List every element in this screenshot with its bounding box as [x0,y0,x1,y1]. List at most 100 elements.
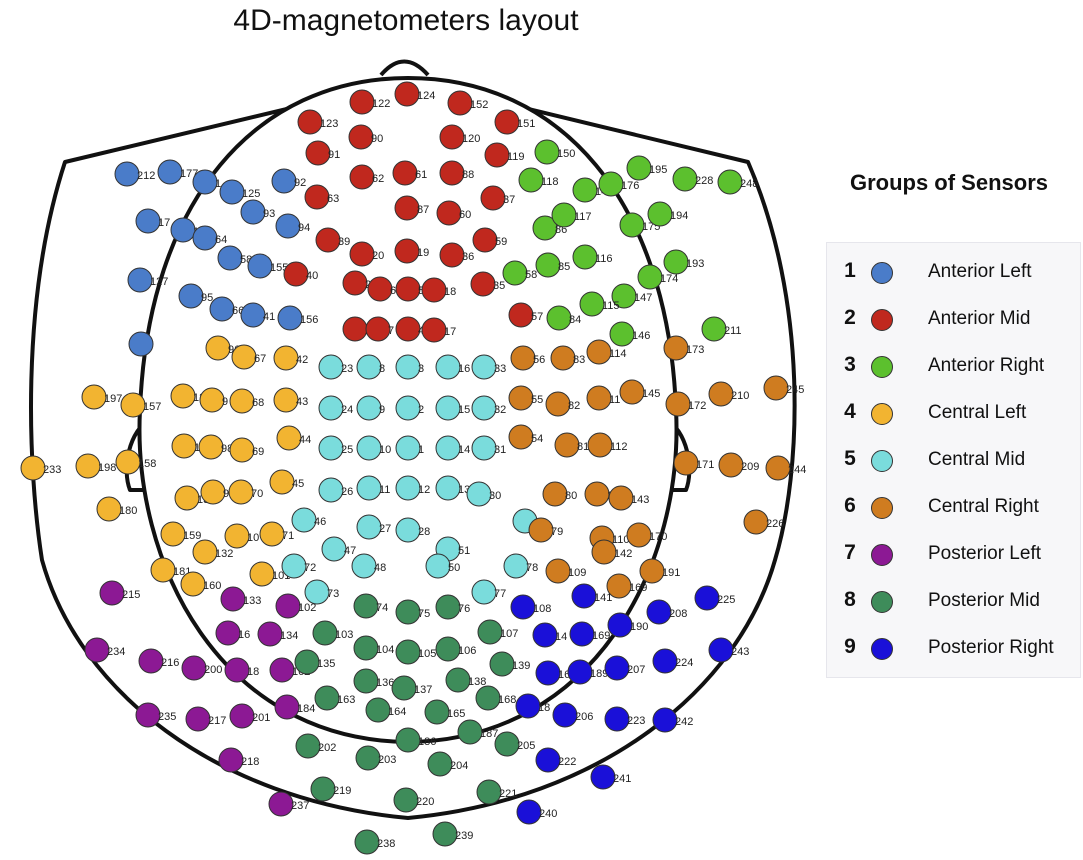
sensor-label: 211 [724,325,742,337]
sensor-label: 27 [379,523,391,535]
sensor-label: 28 [418,526,430,538]
sensor-dot [20,455,46,481]
sensor-label: 84 [569,314,581,326]
sensor-label: 64 [215,234,227,246]
sensor-dot [545,558,571,584]
sensor-label: 186 [418,736,436,748]
sensor-label: 197 [104,393,122,405]
sensor-dot [494,109,520,135]
sensor-dot [554,432,580,458]
sensor-label: 146 [632,330,650,342]
sensor-label: 160 [203,580,221,592]
sensor-dot [392,160,418,186]
sensor-dot [551,202,577,228]
sensor-dot [394,195,420,221]
legend-swatch [871,403,893,425]
sensor-label: 115 [602,300,620,312]
legend-item: 3 Anterior Right [827,347,1082,387]
sensor-dot [535,660,561,686]
sensor-dot [484,142,510,168]
sensor-dot [185,706,211,732]
legend-label: Central Mid [928,449,1026,470]
sensor-dot [435,636,461,662]
sensor-dot [395,639,421,665]
sensor-label: 16 [458,363,470,375]
sensor-label: 17 [444,326,456,338]
sensor-dot [269,657,295,683]
sensor-dot [466,481,492,507]
sensor-dot [694,585,720,611]
sensor-dot [535,252,561,278]
sensor-dot [170,217,196,243]
sensor-label: 55 [531,394,543,406]
sensor-label: 172 [688,400,706,412]
sensor-label: 81 [577,441,589,453]
sensor-label: 17 [158,217,170,229]
sensor-label: 215 [122,589,140,601]
sensor-dot [297,109,323,135]
sensor-label: 187 [480,728,498,740]
sensor-label: 59 [495,236,507,248]
sensor-label: 125 [242,188,260,200]
sensor-label: 243 [731,646,749,658]
sensor-label: 54 [531,433,543,445]
sensor-label: 1 [418,444,424,456]
sensor-dot [718,452,744,478]
sensor-label: 241 [613,773,631,785]
legend-label: Posterior Mid [928,590,1040,611]
sensor-dot [503,553,529,579]
sensor-label: 107 [500,628,518,640]
sensor-label: 2 [418,404,424,416]
sensor-dot [75,453,101,479]
sensor-label: 118 [541,176,559,188]
sensor-dot [276,425,302,451]
legend-number: 3 [844,353,856,376]
sensor-dot [542,481,568,507]
sensor-label: 135 [317,658,335,670]
sensor-dot [471,354,497,380]
legend-label: Anterior Right [928,355,1045,376]
legend-item: 5 Central Mid [827,441,1082,481]
sensor-dot [447,90,473,116]
sensor-dot [215,620,241,646]
sensor-label: 93 [263,208,275,220]
sensor-dot [480,185,506,211]
sensor-dot [180,571,206,597]
sensor-label: 224 [675,657,693,669]
sensor-dot [619,212,645,238]
sensor-dot [516,799,542,825]
sensor-label: 73 [327,588,339,600]
sensor-dot [532,622,558,648]
legend-item: 2 Anterior Mid [827,300,1082,340]
sensor-dot [572,244,598,270]
sensor-dot [590,764,616,790]
sensor-label: 78 [526,562,538,574]
sensor-dot [305,140,331,166]
sensor-dot [534,139,560,165]
legend-label: Posterior Left [928,543,1041,564]
sensor-label: 150 [557,148,575,160]
sensor-label: 18 [444,286,456,298]
sensor-label: 61 [415,169,427,181]
sensor-label: 133 [243,595,261,607]
sensor-label: 18 [538,702,550,714]
sensor-dot [436,200,462,226]
legend-number: 4 [844,400,856,423]
legend-item: 6 Central Right [827,488,1082,528]
sensor-dot [349,89,375,115]
sensor-dot [607,612,633,638]
sensor-label: 12 [418,484,430,496]
sensor-label: 242 [675,716,693,728]
sensor-label: 221 [499,788,517,800]
sensor-label: 24 [341,404,353,416]
sensor-label: 122 [372,98,390,110]
sensor-label: 209 [741,461,759,473]
sensor-label: 58 [525,269,537,281]
legend-swatch [871,262,893,284]
sensor-dot [318,477,344,503]
sensor-label: 95 [201,292,213,304]
sensor-dot [395,475,421,501]
sensor-label: 245 [786,384,804,396]
sensor-label: 228 [695,175,713,187]
sensor-dot [178,283,204,309]
